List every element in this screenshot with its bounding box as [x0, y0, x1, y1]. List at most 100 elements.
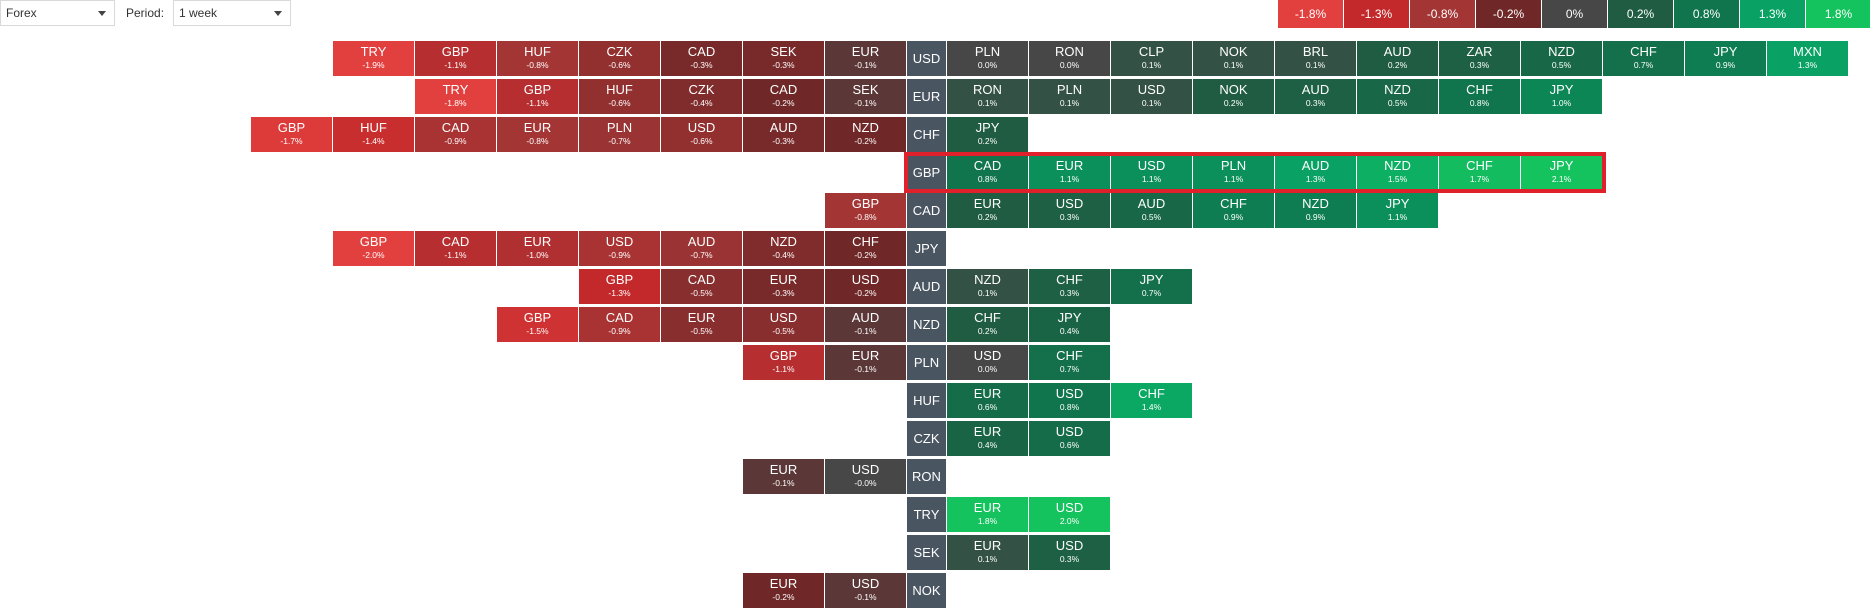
pair-cell[interactable]: SEK -0.1% [825, 79, 907, 114]
pair-cell[interactable]: USD 1.1% [1111, 155, 1193, 190]
pair-cell[interactable]: NZD -0.2% [825, 117, 907, 152]
base-currency-label[interactable]: CZK [907, 421, 947, 456]
pair-cell[interactable]: USD 0.3% [1029, 193, 1111, 228]
base-currency-label[interactable]: CHF [907, 117, 947, 152]
pair-cell[interactable]: CHF 0.9% [1193, 193, 1275, 228]
pair-cell[interactable]: TRY -1.8% [415, 79, 497, 114]
pair-cell[interactable]: EUR -0.8% [497, 117, 579, 152]
pair-cell[interactable]: GBP -1.1% [415, 41, 497, 76]
pair-cell[interactable]: JPY 1.0% [1521, 79, 1603, 114]
pair-cell[interactable]: EUR -1.0% [497, 231, 579, 266]
base-currency-label[interactable]: SEK [907, 535, 947, 570]
pair-cell[interactable]: CHF -0.2% [825, 231, 907, 266]
pair-cell[interactable]: NZD 0.5% [1357, 79, 1439, 114]
pair-cell[interactable]: HUF -1.4% [333, 117, 415, 152]
market-select[interactable]: Forex [0, 0, 115, 26]
pair-cell[interactable]: CHF 0.2% [947, 307, 1029, 342]
pair-cell[interactable]: PLN 0.1% [1029, 79, 1111, 114]
pair-cell[interactable]: AUD 1.3% [1275, 155, 1357, 190]
pair-cell[interactable]: HUF -0.8% [497, 41, 579, 76]
pair-cell[interactable]: USD -0.6% [661, 117, 743, 152]
base-currency-label[interactable]: PLN [907, 345, 947, 380]
pair-cell[interactable]: USD 2.0% [1029, 497, 1111, 532]
pair-cell[interactable]: GBP -1.5% [497, 307, 579, 342]
pair-cell[interactable]: GBP -1.1% [743, 345, 825, 380]
pair-cell[interactable]: AUD 0.3% [1275, 79, 1357, 114]
base-currency-label[interactable]: TRY [907, 497, 947, 532]
pair-cell[interactable]: CHF 0.8% [1439, 79, 1521, 114]
base-currency-label[interactable]: USD [907, 41, 947, 76]
pair-cell[interactable]: BRL 0.1% [1275, 41, 1357, 76]
pair-cell[interactable]: CAD -1.1% [415, 231, 497, 266]
pair-cell[interactable]: EUR 0.4% [947, 421, 1029, 456]
pair-cell[interactable]: GBP -0.8% [825, 193, 907, 228]
base-currency-label[interactable]: HUF [907, 383, 947, 418]
pair-cell[interactable]: CLP 0.1% [1111, 41, 1193, 76]
pair-cell[interactable]: EUR 0.2% [947, 193, 1029, 228]
pair-cell[interactable]: EUR 0.6% [947, 383, 1029, 418]
pair-cell[interactable]: EUR 1.1% [1029, 155, 1111, 190]
pair-cell[interactable]: USD 0.6% [1029, 421, 1111, 456]
pair-cell[interactable]: CAD -0.5% [661, 269, 743, 304]
base-currency-label[interactable]: NZD [907, 307, 947, 342]
pair-cell[interactable]: CZK -0.6% [579, 41, 661, 76]
pair-cell[interactable]: HUF -0.6% [579, 79, 661, 114]
pair-cell[interactable]: PLN -0.7% [579, 117, 661, 152]
pair-cell[interactable]: EUR -0.1% [743, 459, 825, 494]
pair-cell[interactable]: JPY 0.4% [1029, 307, 1111, 342]
base-currency-label[interactable]: RON [907, 459, 947, 494]
pair-cell[interactable]: NOK 0.1% [1193, 41, 1275, 76]
pair-cell[interactable]: USD -0.2% [825, 269, 907, 304]
pair-cell[interactable]: EUR -0.2% [743, 573, 825, 608]
pair-cell[interactable]: NZD -0.4% [743, 231, 825, 266]
pair-cell[interactable]: PLN 1.1% [1193, 155, 1275, 190]
pair-cell[interactable]: CHF 1.7% [1439, 155, 1521, 190]
pair-cell[interactable]: NOK 0.2% [1193, 79, 1275, 114]
pair-cell[interactable]: TRY -1.9% [333, 41, 415, 76]
pair-cell[interactable]: RON 0.1% [947, 79, 1029, 114]
pair-cell[interactable]: EUR 0.1% [947, 535, 1029, 570]
pair-cell[interactable]: JPY 0.7% [1111, 269, 1193, 304]
pair-cell[interactable]: CHF 0.7% [1603, 41, 1685, 76]
base-currency-label[interactable]: JPY [907, 231, 947, 266]
pair-cell[interactable]: USD -0.0% [825, 459, 907, 494]
pair-cell[interactable]: NZD 1.5% [1357, 155, 1439, 190]
pair-cell[interactable]: EUR -0.3% [743, 269, 825, 304]
pair-cell[interactable]: CZK -0.4% [661, 79, 743, 114]
pair-cell[interactable]: GBP -1.7% [251, 117, 333, 152]
pair-cell[interactable]: JPY 0.9% [1685, 41, 1767, 76]
pair-cell[interactable]: EUR -0.1% [825, 41, 907, 76]
pair-cell[interactable]: CAD -0.3% [661, 41, 743, 76]
pair-cell[interactable]: USD 0.3% [1029, 535, 1111, 570]
pair-cell[interactable]: JPY 0.2% [947, 117, 1029, 152]
pair-cell[interactable]: JPY 2.1% [1521, 155, 1603, 190]
pair-cell[interactable]: EUR -0.5% [661, 307, 743, 342]
base-currency-label[interactable]: GBP [907, 155, 947, 190]
pair-cell[interactable]: GBP -2.0% [333, 231, 415, 266]
pair-cell[interactable]: USD -0.5% [743, 307, 825, 342]
pair-cell[interactable]: NZD 0.9% [1275, 193, 1357, 228]
pair-cell[interactable]: JPY 1.1% [1357, 193, 1439, 228]
base-currency-label[interactable]: CAD [907, 193, 947, 228]
pair-cell[interactable]: USD 0.8% [1029, 383, 1111, 418]
pair-cell[interactable]: AUD -0.7% [661, 231, 743, 266]
pair-cell[interactable]: ZAR 0.3% [1439, 41, 1521, 76]
pair-cell[interactable]: CAD -0.2% [743, 79, 825, 114]
pair-cell[interactable]: CAD -0.9% [415, 117, 497, 152]
pair-cell[interactable]: SEK -0.3% [743, 41, 825, 76]
pair-cell[interactable]: USD 0.0% [947, 345, 1029, 380]
period-select[interactable]: 1 week [173, 0, 291, 26]
pair-cell[interactable]: RON 0.0% [1029, 41, 1111, 76]
pair-cell[interactable]: EUR -0.1% [825, 345, 907, 380]
pair-cell[interactable]: CHF 1.4% [1111, 383, 1193, 418]
base-currency-label[interactable]: EUR [907, 79, 947, 114]
pair-cell[interactable]: GBP -1.3% [579, 269, 661, 304]
base-currency-label[interactable]: AUD [907, 269, 947, 304]
pair-cell[interactable]: CAD 0.8% [947, 155, 1029, 190]
pair-cell[interactable]: GBP -1.1% [497, 79, 579, 114]
pair-cell[interactable]: CHF 0.3% [1029, 269, 1111, 304]
pair-cell[interactable]: USD 0.1% [1111, 79, 1193, 114]
pair-cell[interactable]: MXN 1.3% [1767, 41, 1849, 76]
pair-cell[interactable]: NZD 0.5% [1521, 41, 1603, 76]
pair-cell[interactable]: NZD 0.1% [947, 269, 1029, 304]
